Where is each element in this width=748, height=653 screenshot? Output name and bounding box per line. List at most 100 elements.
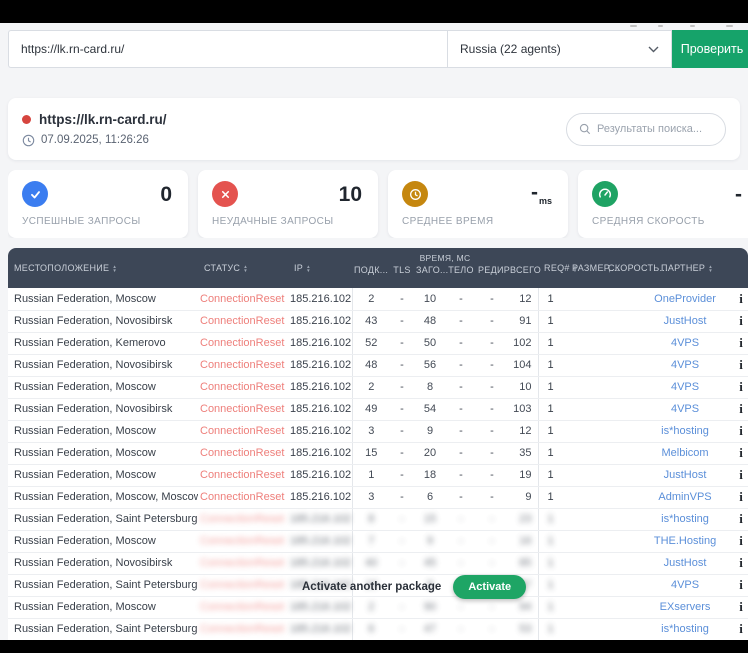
col-partner[interactable]: ПАРТНЕР ▲ ▼ bbox=[661, 263, 713, 273]
cell-total-ms: 91 bbox=[508, 310, 539, 333]
col-req[interactable]: REQ# ▲ ▼ bbox=[544, 263, 578, 273]
cell-info: i bbox=[724, 310, 748, 333]
table-row[interactable]: Russian Federation, Moscow ConnectionRes… bbox=[8, 376, 748, 399]
cell-connect-ms: 19 bbox=[351, 574, 390, 597]
info-icon[interactable]: i bbox=[739, 621, 743, 636]
info-icon[interactable]: i bbox=[739, 489, 743, 504]
region-select[interactable]: Russia (22 agents) bbox=[447, 30, 672, 68]
stat-card-avg-speed: - СРЕДНЯЯ СКОРОСТЬ bbox=[578, 170, 748, 238]
cell-size bbox=[566, 464, 603, 487]
cell-location: Russian Federation, Moscow bbox=[8, 530, 198, 553]
search-box[interactable] bbox=[566, 112, 726, 146]
results-table-card: МЕСТОПОЛОЖЕНИЕ ▲ ▼ СТАТУС ▲ ▼ IP ▲ ▼ ВРЕМЯ, МС… bbox=[8, 248, 748, 640]
table-row[interactable]: Russian Federation, Moscow ConnectionRes… bbox=[8, 596, 748, 619]
col-tls[interactable]: TLS bbox=[393, 265, 411, 275]
table-row[interactable]: Russian Federation, Moscow ConnectionRes… bbox=[8, 530, 748, 553]
cell-ip: 185.216.102.31 bbox=[288, 332, 352, 355]
partner-link[interactable]: is*hosting bbox=[661, 425, 709, 437]
partner-link[interactable]: 4VPS bbox=[670, 337, 700, 349]
partner-link[interactable]: EXservers bbox=[659, 601, 711, 613]
cell-speed bbox=[602, 464, 647, 487]
col-redirect[interactable]: РЕДИР bbox=[478, 265, 511, 275]
cell-tls-ms: - bbox=[390, 596, 414, 619]
activate-overlay-text: Activate another package bbox=[302, 581, 442, 593]
col-total[interactable]: ВСЕГО bbox=[510, 265, 542, 275]
cell-size bbox=[566, 420, 603, 443]
info-icon[interactable]: i bbox=[739, 577, 743, 592]
table-row[interactable]: Russian Federation, Moscow ConnectionRes… bbox=[8, 420, 748, 443]
table-row[interactable]: Russian Federation, Saint Petersburg Con… bbox=[8, 574, 748, 597]
cell-size bbox=[566, 398, 603, 421]
info-icon[interactable]: i bbox=[739, 599, 743, 614]
cell-req: 1 bbox=[537, 420, 567, 443]
col-size[interactable]: РАЗМЕР,... bbox=[572, 263, 620, 273]
partner-link[interactable]: 4VPS bbox=[670, 403, 700, 415]
table-row[interactable]: Russian Federation, Novosibirsk Connecti… bbox=[8, 310, 748, 333]
search-input[interactable] bbox=[597, 123, 707, 135]
cell-req: 1 bbox=[537, 332, 567, 355]
info-icon[interactable]: i bbox=[739, 313, 743, 328]
cell-size bbox=[566, 596, 603, 619]
cell-partner: JustHost bbox=[646, 552, 725, 575]
cell-tls-ms: - bbox=[390, 310, 414, 333]
col-speed[interactable]: СКОРОСТЬ... bbox=[608, 263, 668, 273]
partner-link[interactable]: 4VPS bbox=[670, 579, 700, 591]
col-ip[interactable]: IP ▲ ▼ bbox=[294, 263, 311, 273]
partner-link[interactable]: JustHost bbox=[663, 469, 707, 481]
check-button[interactable]: Проверить bbox=[672, 30, 748, 68]
info-icon[interactable]: i bbox=[739, 533, 743, 548]
table-row[interactable]: Russian Federation, Saint Petersburg Con… bbox=[8, 508, 748, 531]
table-row[interactable]: Russian Federation, Novosibirsk Connecti… bbox=[8, 552, 748, 575]
info-icon[interactable]: i bbox=[739, 555, 743, 570]
cell-ip: 185.216.102.31 bbox=[288, 618, 352, 640]
info-icon[interactable]: i bbox=[739, 467, 743, 482]
partner-link[interactable]: 4VPS bbox=[670, 381, 700, 393]
cell-headers-ms: 47 bbox=[414, 618, 446, 640]
cell-size bbox=[566, 618, 603, 640]
info-icon[interactable]: i bbox=[739, 401, 743, 416]
table-row[interactable]: Russian Federation, Saint Petersburg Con… bbox=[8, 618, 748, 640]
failed-label: НЕУДАЧНЫЕ ЗАПРОСЫ bbox=[212, 216, 334, 227]
col-headers[interactable]: ЗАГО... bbox=[416, 265, 449, 275]
table-row[interactable]: Russian Federation, Moscow ConnectionRes… bbox=[8, 288, 748, 311]
cell-status: ConnectionReset bbox=[198, 442, 288, 465]
partner-link[interactable]: THE.Hosting bbox=[653, 535, 717, 547]
table-row[interactable]: Russian Federation, Moscow ConnectionRes… bbox=[8, 464, 748, 487]
col-body[interactable]: ТЕЛО bbox=[448, 265, 474, 275]
info-icon[interactable]: i bbox=[739, 290, 743, 306]
partner-link[interactable]: Melbicom bbox=[661, 447, 709, 459]
partner-link[interactable]: is*hosting bbox=[661, 623, 709, 635]
partner-link[interactable]: OneProvider bbox=[654, 292, 716, 305]
table-row[interactable]: Russian Federation, Novosibirsk Connecti… bbox=[8, 398, 748, 421]
partner-link[interactable]: AdminVPS bbox=[658, 491, 712, 503]
url-input[interactable] bbox=[8, 30, 447, 68]
info-icon[interactable]: i bbox=[739, 357, 743, 372]
partner-link[interactable]: JustHost bbox=[663, 315, 707, 327]
cell-connect-ms: 2 bbox=[351, 288, 390, 311]
info-icon[interactable]: i bbox=[739, 379, 743, 394]
cell-partner: 4VPS bbox=[646, 376, 725, 399]
info-icon[interactable]: i bbox=[739, 445, 743, 460]
cell-tls-ms: - bbox=[390, 618, 414, 640]
cell-partner: JustHost bbox=[646, 310, 725, 333]
cell-partner: 4VPS bbox=[646, 354, 725, 377]
col-status[interactable]: СТАТУС ▲ ▼ bbox=[204, 263, 248, 273]
cell-location: Russian Federation, Saint Petersburg bbox=[8, 508, 198, 531]
col-connect[interactable]: ПОДК... bbox=[354, 265, 389, 275]
info-icon[interactable]: i bbox=[739, 335, 743, 350]
activate-button[interactable]: Activate bbox=[453, 575, 527, 599]
partner-link[interactable]: is*hosting bbox=[661, 513, 709, 525]
cell-info: i bbox=[724, 398, 748, 421]
table-row[interactable]: Russian Federation, Moscow, Moscow Conne… bbox=[8, 486, 748, 509]
table-row[interactable]: Russian Federation, Novosibirsk Connecti… bbox=[8, 354, 748, 377]
info-icon[interactable]: i bbox=[739, 423, 743, 438]
partner-link[interactable]: 4VPS bbox=[670, 359, 700, 371]
cell-status: ConnectionReset bbox=[198, 420, 288, 443]
cell-total-ms: 104 bbox=[508, 354, 539, 377]
col-location[interactable]: МЕСТОПОЛОЖЕНИЕ ▲ ▼ bbox=[14, 263, 118, 273]
cell-total-ms: 53 bbox=[508, 618, 539, 640]
partner-link[interactable]: JustHost bbox=[663, 557, 707, 569]
info-icon[interactable]: i bbox=[739, 511, 743, 526]
table-row[interactable]: Russian Federation, Moscow ConnectionRes… bbox=[8, 442, 748, 465]
table-row[interactable]: Russian Federation, Kemerovo ConnectionR… bbox=[8, 332, 748, 355]
